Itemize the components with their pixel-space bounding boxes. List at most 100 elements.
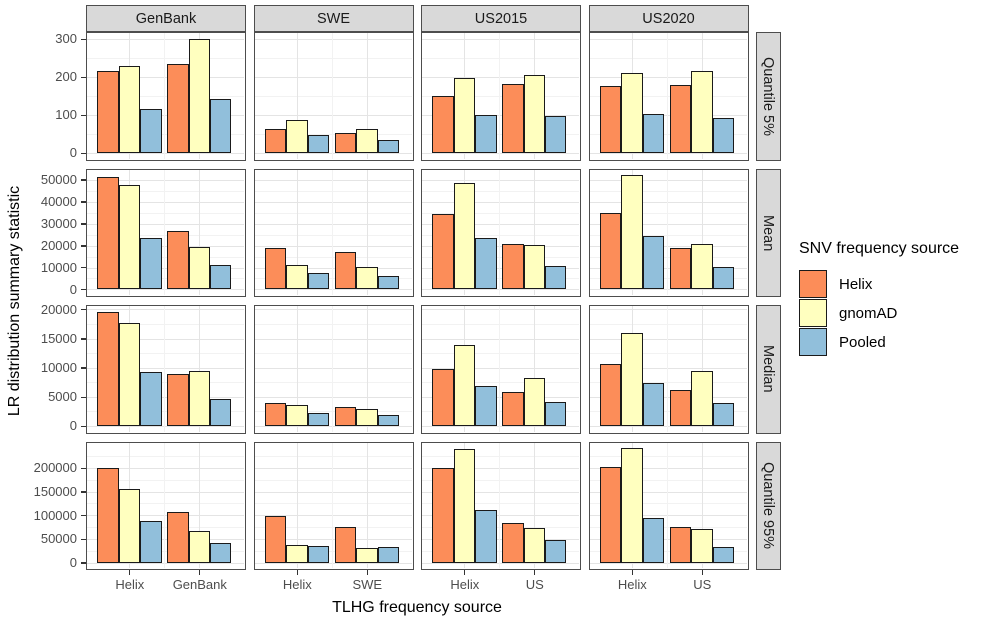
gridline-minor-h <box>254 479 412 481</box>
facet-column-strip-SWE: SWE <box>253 5 414 32</box>
bar-US2015-Quantile-95--US-Pooled <box>545 539 567 563</box>
gridline-major-v <box>534 306 536 432</box>
gridline-major-h <box>422 309 580 311</box>
bar-SWE-Mean-Helix-Helix <box>264 247 287 290</box>
gridline-minor-h <box>589 353 747 355</box>
y-tick-label: 0 <box>69 554 77 570</box>
gridline-major-h <box>254 309 412 311</box>
gridline-minor-h <box>422 95 580 97</box>
y-tick-mark <box>81 223 86 225</box>
gridline-major-h <box>422 338 580 340</box>
bar-GenBank-Mean-GenBank-Helix <box>167 230 189 290</box>
gridline-major-v <box>701 169 703 296</box>
gridline-major-h <box>589 515 747 517</box>
gridline-major-h <box>589 223 747 225</box>
gridline-major-h <box>422 491 580 493</box>
panel-US2015-Quantile-5- <box>421 32 581 161</box>
gridline-major-h <box>589 425 747 427</box>
gridline-major-h <box>87 491 245 493</box>
bar-GenBank-Mean-GenBank-gnomAD <box>188 246 211 290</box>
bar-GenBank-Quantile-5--Helix-Helix <box>97 70 119 153</box>
bar-US2015-Quantile-5--Helix-gnomAD <box>453 78 476 153</box>
gridline-minor-h <box>589 550 747 552</box>
gridline-major-h <box>589 289 747 291</box>
gridline-major-h <box>87 425 245 427</box>
bar-GenBank-Median-GenBank-gnomAD <box>188 371 211 426</box>
gridline-minor-h <box>87 57 245 59</box>
legend-item-gnomAD: gnomAD <box>799 299 959 327</box>
bar-US2020-Quantile-95--US-gnomAD <box>691 528 713 563</box>
bar-US2015-Mean-Helix-Helix <box>432 214 454 290</box>
facet-row-strip-Quantile-5-: Quantile 5% <box>755 32 781 161</box>
gridline-major-h <box>254 267 412 269</box>
bar-US2020-Quantile-95--US-Helix <box>669 526 692 563</box>
gridline-major-h <box>254 38 412 40</box>
bar-US2020-Mean-Helix-Pooled <box>642 236 664 290</box>
bar-US2015-Quantile-95--Helix-gnomAD <box>453 448 476 563</box>
x-tick-label: GenBank <box>172 577 227 592</box>
gridline-minor-h <box>422 324 580 326</box>
bar-SWE-Mean-SWE-gnomAD <box>356 266 378 290</box>
gridline-minor-h <box>87 324 245 326</box>
y-tick-mark <box>81 367 86 369</box>
gridline-minor-h <box>589 411 747 413</box>
panel-US2015-Median <box>421 305 581 434</box>
bar-US2015-Median-US-Helix <box>502 391 524 426</box>
gridline-major-v <box>296 169 298 296</box>
gridline-minor-h <box>422 411 580 413</box>
y-tick-label: 150000 <box>33 484 77 500</box>
gridline-minor-h <box>422 550 580 552</box>
gridline-major-h <box>422 201 580 203</box>
bar-US2015-Median-Helix-Pooled <box>475 386 497 426</box>
gridline-minor-v <box>331 306 333 432</box>
gridline-minor-v <box>666 169 668 296</box>
gridline-minor-v <box>164 33 166 159</box>
gridline-minor-v <box>499 442 501 569</box>
gridline-major-h <box>589 152 747 154</box>
y-tick-label: 0 <box>69 418 77 434</box>
bar-SWE-Median-SWE-Pooled <box>377 415 399 426</box>
x-tick-mark <box>534 570 536 575</box>
gridline-major-h <box>254 562 412 564</box>
bar-US2020-Mean-US-Helix <box>669 247 692 290</box>
gridline-major-h <box>589 367 747 369</box>
bar-GenBank-Quantile-95--GenBank-Helix <box>167 511 189 563</box>
gridline-minor-h <box>87 411 245 413</box>
bar-GenBank-Median-GenBank-Helix <box>167 374 189 426</box>
bar-GenBank-Quantile-5--GenBank-Pooled <box>210 99 232 153</box>
gridline-major-v <box>701 306 703 432</box>
facet-row-strip-label: Quantile 5% <box>760 56 776 136</box>
bar-SWE-Quantile-95--Helix-Pooled <box>307 545 329 563</box>
gridline-minor-h <box>589 456 747 458</box>
bar-SWE-Quantile-95--SWE-Helix <box>334 526 357 563</box>
legend-title: SNV frequency source <box>799 240 960 257</box>
y-tick-label: 300 <box>55 31 77 47</box>
gridline-minor-h <box>589 503 747 505</box>
gridline-minor-h <box>589 527 747 529</box>
gridline-minor-h <box>422 382 580 384</box>
bar-US2015-Quantile-95--US-Helix <box>502 523 524 563</box>
bar-SWE-Mean-SWE-Helix <box>334 252 357 290</box>
gridline-major-h <box>254 152 412 154</box>
bar-SWE-Median-Helix-Pooled <box>307 413 329 426</box>
y-tick-label: 0 <box>69 145 77 161</box>
gridline-minor-h <box>254 256 412 258</box>
y-tick-mark <box>81 38 86 40</box>
gridline-major-h <box>254 538 412 540</box>
gridline-minor-h <box>254 503 412 505</box>
bar-GenBank-Quantile-5--Helix-gnomAD <box>118 66 141 153</box>
gridline-major-h <box>87 201 245 203</box>
bar-US2015-Quantile-95--US-gnomAD <box>523 527 546 563</box>
bar-GenBank-Median-GenBank-Pooled <box>210 399 232 426</box>
x-tick-label: Helix <box>282 577 312 592</box>
panel-SWE-Mean <box>253 168 414 297</box>
panel-US2015-Quantile-95- <box>421 441 581 570</box>
gridline-major-h <box>87 152 245 154</box>
gridline-major-h <box>422 223 580 225</box>
bar-US2015-Mean-US-gnomAD <box>523 244 546 290</box>
y-tick-label: 50000 <box>40 172 77 187</box>
facet-column-strip-GenBank: GenBank <box>86 5 246 32</box>
x-axis-title: TLHG frequency source <box>332 599 502 616</box>
gridline-minor-h <box>589 190 747 192</box>
gridline-major-h <box>589 201 747 203</box>
